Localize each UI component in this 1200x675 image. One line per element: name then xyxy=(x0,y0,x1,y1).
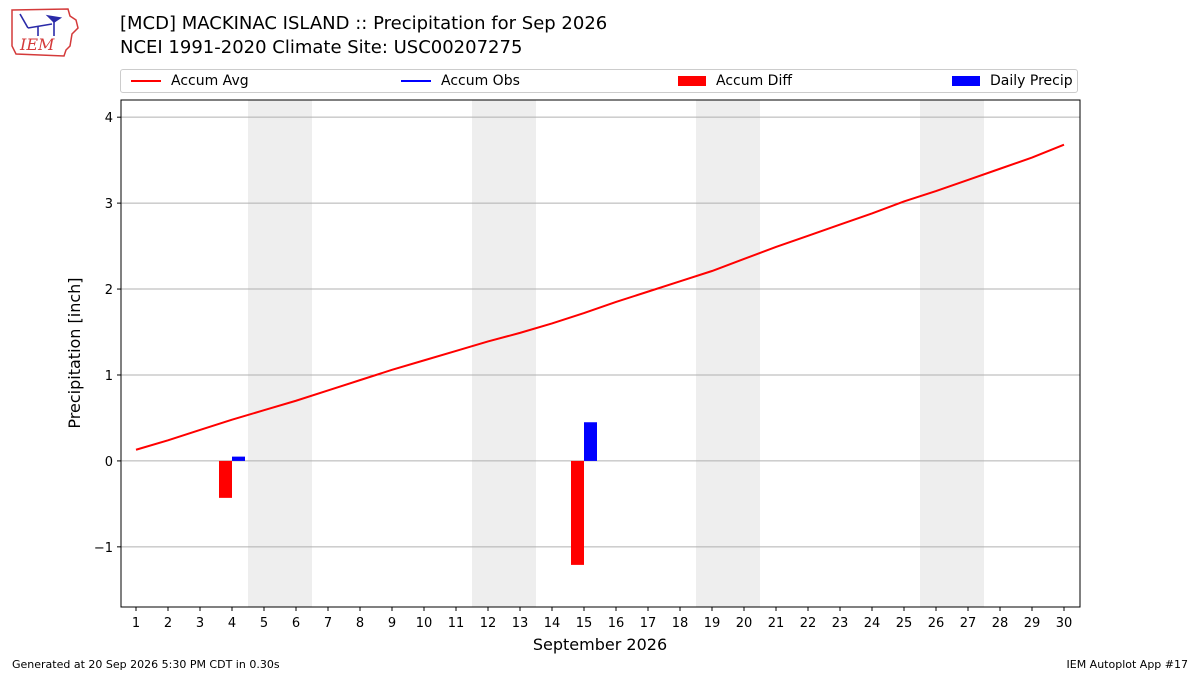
legend: Accum Avg Accum Obs Accum Diff Daily Pre… xyxy=(120,69,1078,93)
y-axis: −1 0 1 2 3 4 xyxy=(94,111,121,556)
iowa-state-outline xyxy=(11,8,79,57)
x-tick-label: 19 xyxy=(704,616,721,631)
y-axis-label: Precipitation [inch] xyxy=(65,277,84,428)
y-tick-label: 1 xyxy=(105,369,113,384)
y-tick-label: 2 xyxy=(105,283,113,298)
chart-title: [MCD] MACKINAC ISLAND :: Precipitation f… xyxy=(120,12,607,60)
x-tick-label: 1 xyxy=(132,616,140,631)
legend-swatch-accum-avg xyxy=(131,80,161,82)
x-tick-label: 3 xyxy=(196,616,204,631)
y-tick-label: −1 xyxy=(94,541,113,556)
legend-swatch-accum-diff xyxy=(678,76,706,86)
footer-generated: Generated at 20 Sep 2026 5:30 PM CDT in … xyxy=(12,658,280,671)
x-tick-label: 6 xyxy=(292,616,300,631)
x-tick-label: 27 xyxy=(960,616,977,631)
x-tick-label: 12 xyxy=(480,616,497,631)
x-tick-label: 18 xyxy=(672,616,689,631)
x-tick-label: 28 xyxy=(992,616,1009,631)
x-tick-label: 10 xyxy=(416,616,433,631)
weekend-band xyxy=(920,100,984,607)
iem-logo: IEM xyxy=(11,8,79,57)
weather-station-icon xyxy=(19,13,63,36)
legend-item-accum-diff: Accum Diff xyxy=(678,73,792,89)
x-tick-label: 5 xyxy=(260,616,268,631)
y-tick-label: 3 xyxy=(105,197,113,212)
legend-label-accum-avg: Accum Avg xyxy=(171,73,249,89)
x-tick-label: 20 xyxy=(736,616,753,631)
x-tick-label: 13 xyxy=(512,616,529,631)
weekend-band xyxy=(248,100,312,607)
title-line-2: NCEI 1991-2020 Climate Site: USC00207275 xyxy=(120,37,523,58)
x-tick-label: 8 xyxy=(356,616,364,631)
x-tick-label: 17 xyxy=(640,616,657,631)
x-tick-label: 29 xyxy=(1024,616,1041,631)
y-tick-label: 0 xyxy=(105,455,113,470)
daily-precip-bar xyxy=(584,422,597,461)
x-tick-label: 24 xyxy=(864,616,881,631)
legend-label-accum-diff: Accum Diff xyxy=(716,73,793,89)
x-tick-label: 15 xyxy=(576,616,593,631)
x-tick-label: 7 xyxy=(324,616,332,631)
accum-diff-bar xyxy=(571,460,584,565)
daily-precip-bar xyxy=(232,456,245,461)
x-tick-label: 11 xyxy=(448,616,465,631)
bars xyxy=(219,422,597,565)
x-tick-label: 2 xyxy=(164,616,172,631)
legend-swatch-daily-precip xyxy=(952,76,980,86)
legend-item-accum-avg: Accum Avg xyxy=(131,73,249,89)
x-tick-label: 16 xyxy=(608,616,625,631)
footer-app: IEM Autoplot App #17 xyxy=(1066,658,1189,671)
x-tick-label: 14 xyxy=(544,616,561,631)
x-tick-label: 22 xyxy=(800,616,817,631)
x-axis: 1 2 3 4 5 6 7 8 9 10 11 12 13 14 15 16 17 18 19 20 21 22 23 24 2… xyxy=(132,607,1072,631)
x-tick-label: 23 xyxy=(832,616,849,631)
accum-diff-bar xyxy=(219,460,232,498)
title-line-1: [MCD] MACKINAC ISLAND :: Precipitation f… xyxy=(120,13,608,34)
legend-item-accum-obs: Accum Obs xyxy=(401,73,520,89)
legend-label-daily-precip: Daily Precip xyxy=(990,73,1073,89)
x-tick-label: 26 xyxy=(928,616,945,631)
x-tick-label: 9 xyxy=(388,616,396,631)
logo-text: IEM xyxy=(19,35,55,54)
weekend-shading xyxy=(248,100,984,607)
x-tick-label: 21 xyxy=(768,616,785,631)
x-tick-label: 30 xyxy=(1056,616,1073,631)
lines xyxy=(135,143,1065,451)
x-axis-label: September 2026 xyxy=(533,635,667,654)
weekend-band xyxy=(696,100,760,607)
weekend-band xyxy=(472,100,536,607)
legend-item-daily-precip: Daily Precip xyxy=(952,73,1073,89)
legend-label-accum-obs: Accum Obs xyxy=(441,73,520,89)
y-tick-label: 4 xyxy=(105,111,113,126)
legend-swatch-accum-obs xyxy=(401,80,431,82)
accum-avg-line xyxy=(135,143,1065,451)
plot-frame xyxy=(120,99,1081,608)
grid-lines xyxy=(121,116,1080,548)
x-tick-label: 4 xyxy=(228,616,236,631)
x-tick-label: 25 xyxy=(896,616,913,631)
